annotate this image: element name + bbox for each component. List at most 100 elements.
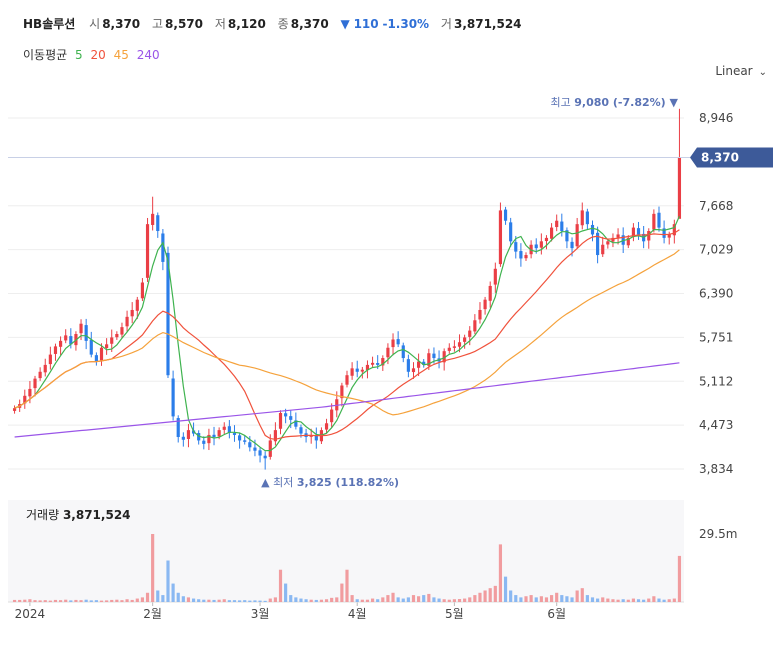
volume-bar <box>273 597 277 602</box>
candle-body <box>166 252 170 376</box>
volume-bar <box>181 596 185 602</box>
candle-body <box>549 227 554 239</box>
volume-bar <box>335 597 339 602</box>
volume-bar <box>355 599 359 602</box>
volume-bar <box>268 598 272 602</box>
candle-body <box>463 337 467 342</box>
candle-body <box>590 224 595 235</box>
candle-body <box>151 213 155 225</box>
candle-body <box>145 224 150 278</box>
x-tick-label: 2월 <box>143 607 162 621</box>
volume-bar <box>539 596 543 602</box>
ma-45[interactable]: 45 <box>113 48 129 62</box>
close-label: 종 <box>277 17 289 31</box>
volume-bar <box>565 596 569 602</box>
candle-body <box>278 412 283 429</box>
volume-bar <box>534 597 538 602</box>
candle-body <box>248 442 252 448</box>
volume-value: 3,871,524 <box>453 17 522 31</box>
candle-body <box>324 423 329 430</box>
volume-bar <box>422 595 426 602</box>
volume-bar <box>140 597 145 602</box>
volume-bar <box>590 597 595 602</box>
candle-body <box>84 325 88 341</box>
candle-body <box>115 334 119 338</box>
low-label: 저 <box>214 17 226 31</box>
candle-body <box>381 358 385 366</box>
volume-bar <box>248 600 252 602</box>
volume-bar <box>549 595 554 602</box>
volume-bar <box>84 599 88 602</box>
candle-body <box>585 211 589 225</box>
ma240-line <box>14 362 680 438</box>
volume-bar <box>585 595 589 602</box>
volume-bar <box>636 599 641 602</box>
volume-bar <box>243 600 247 602</box>
y-tick-label: 3,834 <box>699 462 733 476</box>
candle-body <box>330 409 334 423</box>
candle-body <box>238 435 242 441</box>
current-price-badge <box>690 147 773 168</box>
volume-bar <box>99 600 104 602</box>
volume-bar <box>33 600 37 602</box>
volume-bar <box>442 599 446 602</box>
candle-body <box>636 228 641 235</box>
candle-body <box>647 231 651 241</box>
ma-240[interactable]: 240 <box>136 48 160 62</box>
volume-bar <box>662 599 666 602</box>
volume-bar <box>284 583 288 602</box>
volume-bar <box>197 599 201 602</box>
change-value: 110 <box>353 17 379 31</box>
ma-20[interactable]: 20 <box>90 48 106 62</box>
ma45-line <box>14 249 680 416</box>
candle-body <box>232 433 237 435</box>
volume-bar <box>278 569 283 602</box>
candle-body <box>360 369 364 372</box>
volume-bar <box>493 585 497 602</box>
candle-body <box>406 359 410 372</box>
ma-5[interactable]: 5 <box>75 48 83 62</box>
volume-bar <box>151 534 155 602</box>
volume-bar <box>570 597 574 602</box>
candle-body <box>514 242 518 252</box>
candle-body <box>667 234 671 238</box>
volume-bar <box>503 576 508 602</box>
candle-body <box>432 353 436 359</box>
volume-bar <box>43 600 47 602</box>
volume-bar <box>202 599 206 602</box>
volume-bar <box>110 599 114 602</box>
volume-bar <box>350 595 354 602</box>
stock-name: HB솔루션 <box>23 17 76 31</box>
y-tick-label: 7,029 <box>699 243 733 257</box>
volume-bar <box>488 588 492 602</box>
candle-body <box>212 434 216 438</box>
volume-bar <box>130 599 134 602</box>
candle-body <box>662 228 666 238</box>
candle-body <box>314 435 318 441</box>
volume-bar <box>94 600 98 602</box>
volume-bar <box>381 597 385 602</box>
volume-bar <box>156 590 160 602</box>
volume-bar <box>432 597 436 602</box>
candle-body <box>59 340 63 347</box>
y-tick-label: 7,668 <box>699 199 733 213</box>
candle-body <box>560 221 564 232</box>
volume-bar <box>227 600 231 602</box>
candle-body <box>263 455 267 459</box>
scale-dropdown[interactable]: Linear ⌄ <box>715 64 767 78</box>
volume-panel-title: 거래량 <box>26 508 60 522</box>
candle-body <box>555 220 559 228</box>
candle-body <box>575 224 579 247</box>
candle-body <box>539 241 543 248</box>
volume-bar <box>258 600 262 602</box>
ma-legend-title: 이동평균 <box>23 48 68 62</box>
volume-bar <box>120 600 124 602</box>
candle-body <box>64 335 68 341</box>
candle-body <box>89 339 93 355</box>
open-value: 8,370 <box>102 17 141 31</box>
candle-body <box>202 440 206 444</box>
volume-bar <box>519 597 523 602</box>
volume-bar <box>28 599 32 602</box>
volume-bar <box>483 590 487 602</box>
